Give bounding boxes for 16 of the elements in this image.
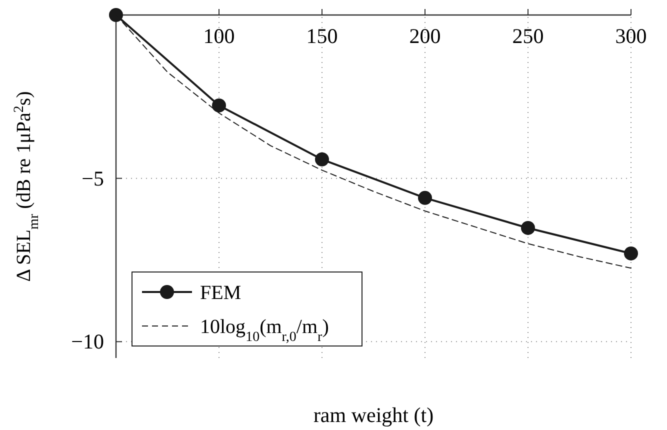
point [212, 98, 226, 112]
point [109, 8, 123, 22]
point [418, 190, 432, 205]
legend-label: 10log$_{10}$(m$_{r,0}$/m$_{r}$) [200, 316, 329, 344]
point [521, 220, 535, 235]
legend-label: FEM [200, 282, 242, 304]
x-tick-label: 100 [203, 24, 235, 48]
x-tick-label: 300 [615, 24, 647, 48]
point [315, 152, 329, 166]
x-tick-label: 150 [306, 24, 338, 48]
y-tick-label: −10 [71, 330, 104, 354]
x-tick-label: 250 [512, 24, 544, 48]
y-tick-label: −5 [82, 166, 104, 190]
x-axis-title: ram weight (t) [313, 403, 434, 427]
point [624, 246, 638, 260]
x-tick-label: 200 [409, 24, 441, 48]
